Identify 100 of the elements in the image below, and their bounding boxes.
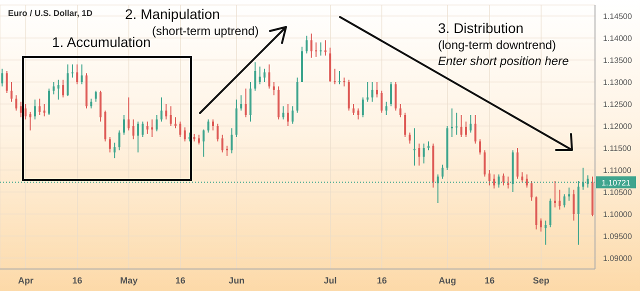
candlestick [315, 42, 318, 58]
candlestick [230, 128, 233, 154]
candlestick [240, 94, 242, 112]
candlestick [470, 114, 472, 134]
candlestick [48, 88, 50, 116]
candlestick [385, 101, 388, 116]
candlestick [338, 70, 340, 85]
candlestick [221, 134, 224, 153]
candlestick [258, 66, 261, 85]
candlestick [357, 108, 360, 120]
y-tick-label: 1.13500 [603, 56, 632, 65]
y-tick-label: 1.10000 [603, 210, 632, 219]
candlestick [507, 176, 510, 189]
candlestick [216, 123, 219, 142]
candlestick [20, 101, 22, 118]
candlestick [442, 164, 444, 180]
candlestick [334, 68, 336, 85]
candlestick [526, 174, 528, 188]
candlestick [24, 104, 27, 120]
y-tick-label: 1.14500 [603, 12, 632, 21]
candlestick [422, 143, 425, 164]
x-tick-label: Jun [228, 275, 245, 286]
chart-title: Euro / U.S. Dollar, 1D [8, 8, 93, 18]
y-tick-label: 1.09500 [603, 232, 632, 241]
candlestick [184, 126, 186, 142]
candlestick [362, 96, 364, 118]
candlestick [165, 104, 168, 120]
y-tick-label: 1.11000 [603, 166, 632, 175]
candlestick [170, 106, 172, 126]
candlestick [371, 82, 374, 102]
candlestick [254, 62, 256, 92]
candlestick [57, 79, 60, 100]
candlestick [179, 121, 182, 138]
candlestick [264, 68, 266, 82]
candlestick [202, 129, 205, 158]
candlestick [488, 170, 490, 186]
candlestick [464, 121, 467, 138]
candlestick [572, 189, 575, 222]
candlestick [1, 68, 4, 87]
candlestick [380, 90, 383, 114]
candlestick [71, 64, 74, 78]
candlestick [207, 118, 210, 134]
candlestick [272, 82, 275, 96]
candlestick [310, 33, 312, 58]
x-tick-label: 16 [376, 275, 387, 286]
annotation: (long-term downtrend) [438, 38, 556, 52]
candlestick [493, 174, 496, 189]
annotation: (short-term uptrend) [152, 24, 259, 38]
x-tick-label: Aug [438, 275, 456, 286]
candlestick [479, 138, 482, 156]
candlestick [76, 64, 78, 85]
candlestick [399, 104, 402, 118]
candlestick [558, 189, 561, 210]
y-tick-label: 1.12000 [603, 122, 632, 131]
candlestick [306, 35, 308, 54]
candlestick [352, 104, 355, 116]
x-tick-label: Apr [18, 275, 34, 286]
candlestick [460, 114, 462, 138]
candlestick [563, 194, 566, 208]
candlestick [244, 88, 247, 118]
annotation: Enter short position here [438, 54, 569, 68]
candlestick [114, 142, 116, 159]
candlestick [156, 114, 158, 132]
candlestick [484, 150, 486, 178]
candlestick [292, 106, 294, 124]
candlestick [128, 96, 130, 131]
x-tick-label: 16 [175, 275, 186, 286]
candlestick [376, 82, 378, 98]
candlestick [282, 106, 284, 120]
candlestick [212, 118, 214, 131]
candlestick [544, 220, 547, 246]
candlestick [268, 64, 270, 90]
candlestick [15, 94, 18, 112]
candlestick [456, 112, 458, 136]
ref-line-label: 1.10721 [602, 178, 632, 188]
candlestick [343, 77, 346, 87]
candlestick [418, 143, 420, 166]
candlestick [160, 96, 162, 122]
candlestick [390, 82, 392, 107]
candlestick [90, 98, 92, 109]
candlestick [132, 118, 134, 140]
candlestick [52, 82, 55, 95]
annotation: 1. Accumulation [52, 34, 151, 50]
candlestick [530, 180, 533, 202]
y-tick-label: 1.14000 [603, 34, 632, 43]
candlestick [108, 136, 111, 153]
candlestick [6, 70, 8, 94]
candlestick [540, 218, 542, 232]
candlestick [137, 121, 140, 153]
candlestick [66, 64, 69, 97]
annotation: 2. Manipulation [125, 6, 220, 22]
candlestick [142, 121, 144, 138]
x-tick-label: May [120, 275, 138, 286]
annotation: 3. Distribution [438, 20, 524, 36]
candlestick [80, 64, 83, 85]
candlestick [122, 114, 125, 136]
y-tick-label: 1.12500 [603, 100, 632, 109]
candlestick [502, 173, 504, 186]
candlestick [286, 104, 289, 126]
candlestick [43, 104, 46, 117]
